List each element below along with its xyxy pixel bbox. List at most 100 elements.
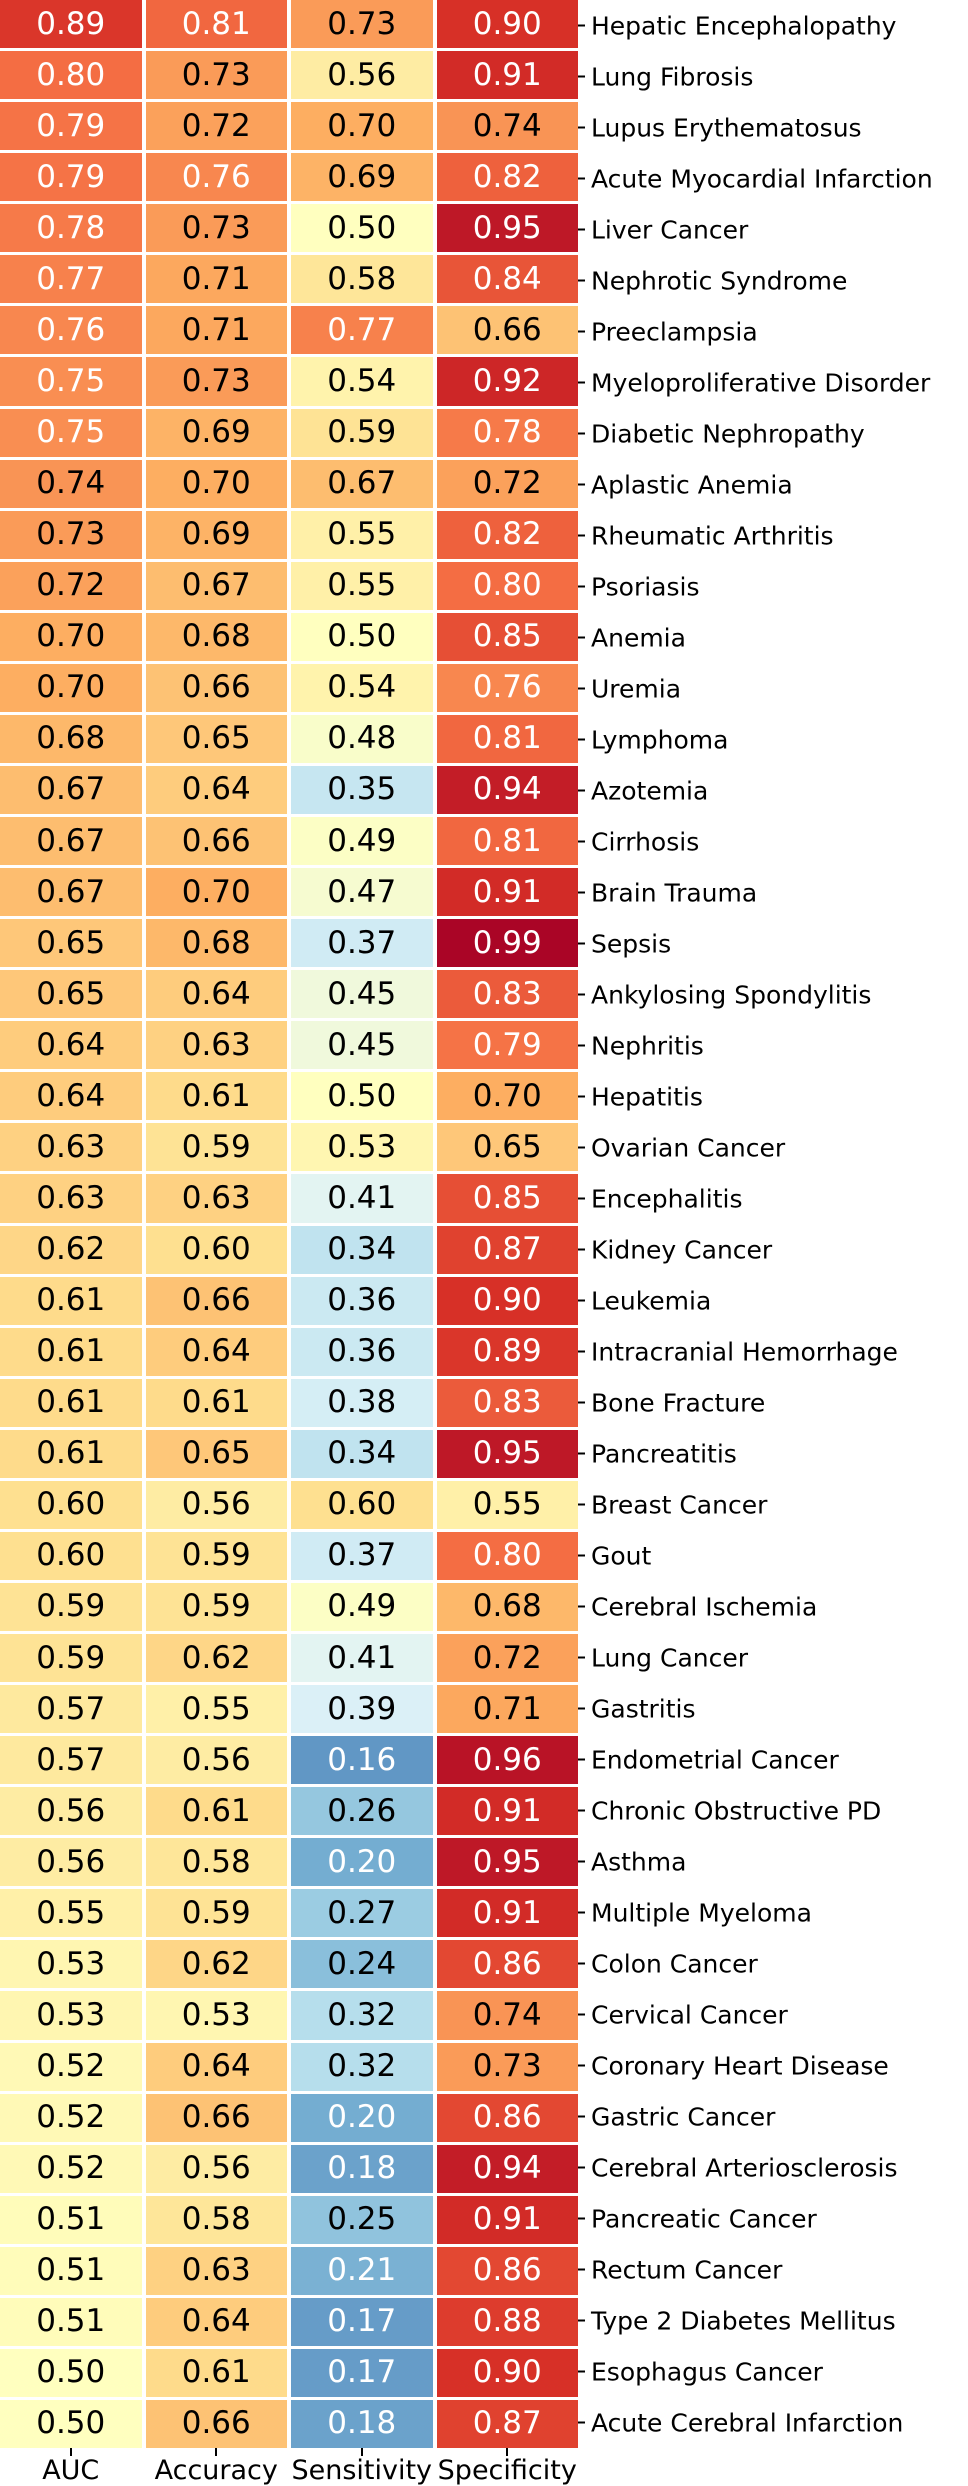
heatmap-cell: 0.79 [436,1021,578,1070]
heatmap-cell: 0.49 [291,1582,433,1631]
row-label: Nephritis [578,1033,704,1058]
y-tick-mark [578,1809,585,1812]
heatmap-cell: 0.54 [291,357,433,406]
heatmap-cell: 0.61 [145,2348,287,2397]
heatmap-cell: 0.80 [436,561,578,610]
heatmap-cell: 0.59 [291,408,433,457]
row-label: Gastric Cancer [578,2104,775,2129]
heatmap-cell: 0.78 [0,204,142,253]
heatmap-cell: 0.64 [145,2297,287,2346]
heatmap-cell: 0.24 [291,1940,433,1989]
heatmap-cell: 0.57 [0,1685,142,1734]
row-label-text: Nephritis [591,1031,704,1060]
row-label: Lupus Erythematosus [578,115,862,140]
heatmap-cell: 0.95 [436,1838,578,1887]
heatmap-cell: 0.63 [0,1174,142,1223]
heatmap-cell: 0.77 [291,306,433,355]
heatmap-cell: 0.61 [145,1787,287,1836]
heatmap-cell: 0.74 [436,1991,578,2040]
heatmap-cell: 0.61 [145,1378,287,1427]
heatmap-cell: 0.36 [291,1276,433,1325]
heatmap-cell: 0.95 [436,1429,578,1478]
row-label: Preeclampsia [578,319,758,344]
heatmap-cell: 0.73 [0,510,142,559]
heatmap-cell: 0.67 [145,561,287,610]
row-label-text: Asthma [591,1847,687,1876]
row-label: Uremia [578,676,681,701]
y-tick-mark [578,1350,585,1353]
row-label-text: Pancreatitis [591,1439,737,1468]
y-tick-mark [578,279,585,282]
y-tick-mark [578,2217,585,2220]
heatmap-cell: 0.59 [145,1531,287,1580]
heatmap-cell: 0.70 [0,612,142,661]
y-tick-mark [578,1758,585,1761]
y-tick-mark [578,330,585,333]
heatmap-cell: 0.90 [436,2348,578,2397]
heatmap-cell: 0.65 [145,1429,287,1478]
heatmap-cell: 0.89 [0,0,142,49]
heatmap-cell: 0.55 [436,1480,578,1529]
row-label: Liver Cancer [578,217,748,242]
y-tick-mark [578,177,585,180]
heatmap-cell: 0.69 [145,510,287,559]
heatmap-cell: 0.61 [0,1327,142,1376]
heatmap-cell: 0.65 [436,1123,578,1172]
heatmap-cell: 0.67 [0,817,142,866]
row-label: Gastritis [578,1696,696,1721]
heatmap-cell: 0.66 [145,663,287,712]
y-tick-mark [578,483,585,486]
heatmap-cell: 0.67 [0,868,142,917]
row-label-text: Acute Myocardial Infarction [591,164,933,193]
y-tick-mark [578,228,585,231]
heatmap-cell: 0.59 [0,1634,142,1683]
row-label: Acute Cerebral Infarction [578,2410,903,2435]
row-label-text: Cerebral Arteriosclerosis [591,2153,898,2182]
heatmap-cell: 0.81 [436,714,578,763]
y-tick-mark [578,840,585,843]
row-label-text: Intracranial Hemorrhage [591,1337,898,1366]
y-tick-mark [578,1554,585,1557]
heatmap-cell: 0.32 [291,2042,433,2091]
heatmap-cell: 0.96 [436,1736,578,1785]
row-label-text: Nephrotic Syndrome [591,266,848,295]
heatmap-cell: 0.91 [436,2195,578,2244]
heatmap-cell: 0.55 [291,561,433,610]
heatmap-cell: 0.25 [291,2195,433,2244]
y-tick-mark [578,1146,585,1149]
heatmap-cell: 0.66 [436,306,578,355]
row-label: Encephalitis [578,1186,742,1211]
y-tick-mark [578,432,585,435]
row-label-text: Diabetic Nephropathy [591,419,865,448]
heatmap-cell: 0.39 [291,1685,433,1734]
row-label-text: Endometrial Cancer [591,1745,839,1774]
y-tick-mark [578,1962,585,1965]
heatmap-cell: 0.59 [145,1123,287,1172]
y-tick-mark [578,1656,585,1659]
heatmap-cell: 0.16 [291,1736,433,1785]
x-tick-mark [360,2448,363,2456]
y-tick-mark [578,993,585,996]
row-label-text: Leukemia [591,1286,712,1315]
y-tick-mark [578,1044,585,1047]
row-label-text: Psoriasis [591,572,700,601]
row-label: Myeloproliferative Disorder [578,370,930,395]
heatmap-cell: 0.85 [436,1174,578,1223]
heatmap-cell: 0.70 [145,868,287,917]
heatmap-cell: 0.51 [0,2297,142,2346]
heatmap-cell: 0.55 [0,1889,142,1938]
heatmap-cell: 0.56 [0,1838,142,1887]
row-label: Cirrhosis [578,829,699,854]
heatmap-cell: 0.17 [291,2297,433,2346]
y-tick-mark [578,687,585,690]
heatmap-cell: 0.80 [436,1531,578,1580]
heatmap-cell: 0.76 [145,153,287,202]
row-label: Ankylosing Spondylitis [578,982,871,1007]
heatmap-cell: 0.94 [436,2144,578,2193]
heatmap-cell: 0.60 [0,1480,142,1529]
heatmap-cell: 0.75 [0,408,142,457]
y-tick-mark [578,585,585,588]
heatmap-cell: 0.37 [291,1531,433,1580]
row-label-text: Chronic Obstructive PD [591,1796,882,1825]
